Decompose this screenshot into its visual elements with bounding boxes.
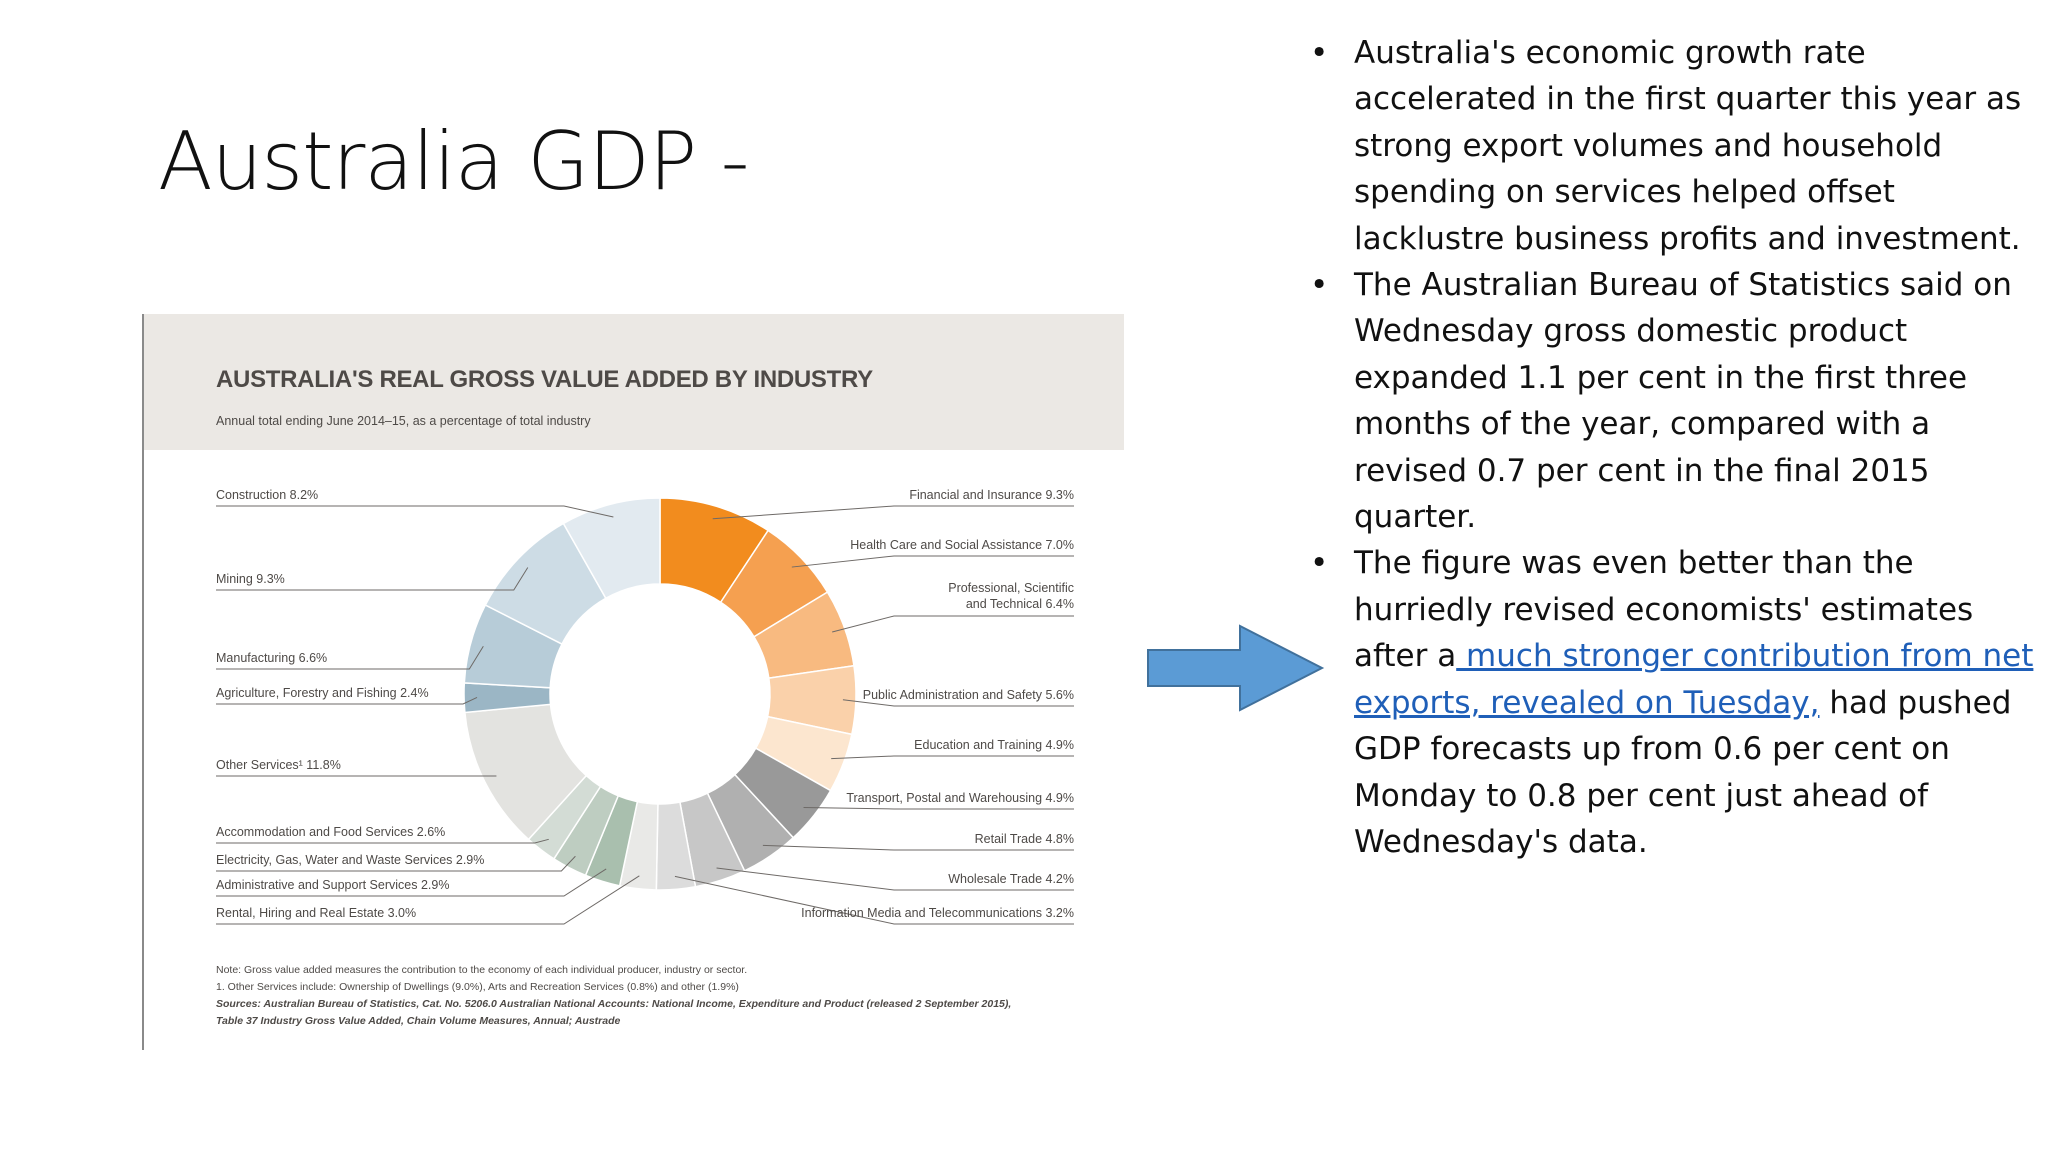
bullet-list: • Australia's economic growth rate accel… (1310, 30, 2034, 865)
bullet-text: Australia's economic growth rate acceler… (1354, 35, 2022, 257)
right-arrow-icon (1147, 624, 1325, 712)
figure-notes: Note: Gross value added measures the con… (216, 962, 1096, 1030)
arrow-shape (1147, 624, 1325, 712)
slice-label: Accommodation and Food Services 2.6% (216, 825, 446, 839)
slice-label-line-1: Professional, Scientific (948, 581, 1074, 595)
industry-chart-figure: AUSTRALIA'S REAL GROSS VALUE ADDED BY IN… (142, 314, 1124, 1050)
slice-label: Transport, Postal and Warehousing 4.9% (846, 791, 1074, 805)
slice-label: Education and Training 4.9% (914, 738, 1074, 752)
slice-label: Retail Trade 4.8% (974, 832, 1074, 846)
slice-label: Health Care and Social Assistance 7.0% (850, 538, 1074, 552)
leader-line (216, 646, 484, 670)
leader-line (803, 807, 1074, 810)
slice-label: Administrative and Support Services 2.9% (216, 878, 450, 892)
sources-line-2: Table 37 Industry Gross Value Added, Cha… (216, 1015, 621, 1027)
leader-line (716, 867, 1074, 891)
bullet-item-3: • The figure was even better than the hu… (1310, 540, 2034, 865)
figure-header: AUSTRALIA'S REAL GROSS VALUE ADDED BY IN… (144, 314, 1124, 450)
leader-line (842, 699, 1074, 707)
slice-label: Construction 8.2% (216, 488, 319, 502)
leader-line (216, 875, 640, 925)
bullet-text-before-link: The figure was even better than the hurr… (1354, 545, 1974, 675)
slice-label: Rental, Hiring and Real Estate 3.0% (216, 906, 417, 920)
leader-line (674, 875, 1074, 925)
leader-line (216, 838, 549, 844)
leader-line (216, 868, 607, 897)
gva-donut-chart (216, 497, 1074, 925)
slice-label: Manufacturing 6.6% (216, 651, 328, 665)
slice-label: Information Media and Telecommunications… (801, 906, 1074, 920)
slice-label: Other Services¹ 11.8% (216, 758, 341, 772)
leader-line (791, 555, 1074, 568)
leader-line (712, 505, 1074, 520)
slice-label: Public Administration and Safety 5.6% (862, 688, 1074, 702)
leader-line (831, 755, 1074, 760)
donut-slice (562, 497, 661, 600)
slice-label: Professional, Scientific and Technical 6.… (948, 580, 1074, 612)
slice-label-line-2: and Technical 6.4% (965, 597, 1074, 611)
bullet-icon: • (1310, 267, 1329, 304)
footnote-text: 1. Other Services include: Ownership of … (216, 981, 739, 993)
slide-title: Australia GDP - (158, 115, 749, 208)
note-text: Note: Gross value added measures the con… (216, 964, 748, 976)
bullet-icon: • (1310, 35, 1329, 71)
leader-line (216, 855, 576, 872)
figure-title: AUSTRALIA'S REAL GROSS VALUE ADDED BY IN… (216, 366, 873, 393)
leader-line (216, 567, 529, 591)
bullet-item-2: • The Australian Bureau of Statistics sa… (1310, 262, 2034, 540)
slice-label: Financial and Insurance 9.3% (909, 488, 1074, 502)
leader-line (762, 844, 1074, 851)
bullet-text-after-link: had pushed GDP forecasts up from 0.6 per… (1354, 684, 2012, 860)
bullet-item-1: • Australia's economic growth rate accel… (1310, 30, 2034, 262)
leader-line (832, 615, 1074, 633)
figure-subtitle: Annual total ending June 2014–15, as a p… (216, 414, 591, 428)
slice-label: Electricity, Gas, Water and Waste Servic… (216, 853, 485, 867)
slice-label: Wholesale Trade 4.2% (948, 872, 1074, 886)
sources-line-1: Sources: Australian Bureau of Statistics… (216, 998, 1012, 1010)
leader-line (216, 505, 614, 518)
slice-label: Mining 9.3% (216, 572, 285, 586)
slice-label: Agriculture, Forestry and Fishing 2.4% (216, 686, 429, 700)
net-exports-link[interactable]: much stronger contribution from net expo… (1354, 638, 2034, 721)
leader-line (216, 696, 478, 705)
bullet-icon: • (1310, 545, 1329, 582)
bullet-text: The Australian Bureau of Statistics said… (1354, 267, 2012, 536)
